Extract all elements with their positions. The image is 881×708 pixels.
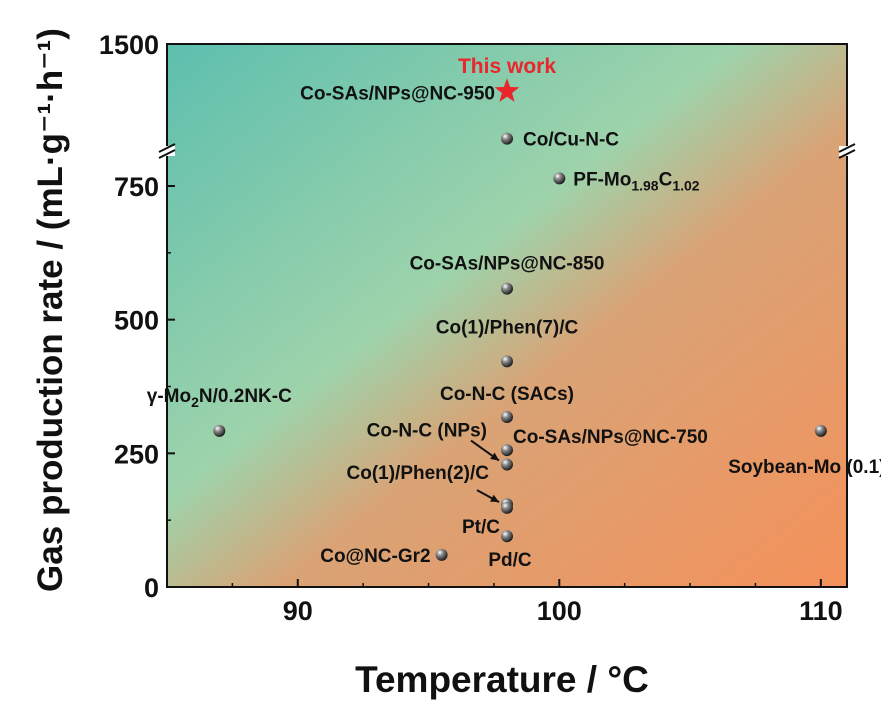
break-slash bbox=[158, 149, 176, 159]
arrow-head bbox=[490, 452, 499, 461]
x-axis-title: Temperature / °C bbox=[355, 659, 649, 700]
break-gap bbox=[839, 146, 855, 156]
data-point bbox=[501, 410, 513, 423]
y-tick-label: 0 bbox=[144, 573, 159, 603]
point-label: PF-Mo1.98C1.02 bbox=[573, 169, 699, 193]
break-slash bbox=[838, 143, 856, 153]
y-tick-label: 750 bbox=[114, 172, 159, 202]
x-tick-label: 100 bbox=[537, 596, 582, 626]
point-label: Co-SAs/NPs@NC-950 bbox=[300, 83, 495, 104]
point-label: Co/Cu-N-C bbox=[523, 130, 619, 151]
data-point bbox=[553, 172, 566, 185]
y-tick-label: 500 bbox=[114, 306, 159, 336]
point-label: Pt/C bbox=[462, 517, 500, 538]
point-label: Co-SAs/NPs@NC-850 bbox=[410, 254, 605, 275]
axis-break-marks bbox=[158, 143, 856, 159]
x-tick-label: 90 bbox=[283, 596, 313, 626]
data-point bbox=[814, 424, 827, 437]
data-point bbox=[501, 282, 513, 295]
point-label: Soybean-Mo (0.1) bbox=[728, 457, 881, 478]
y-axis-title: Gas production rate / (mL·g⁻¹·h⁻¹) bbox=[31, 28, 70, 592]
y-tick-label: 250 bbox=[114, 439, 159, 469]
point-label: γ-Mo2N/0.2NK-C bbox=[147, 386, 292, 410]
x-tick-label: 110 bbox=[799, 596, 843, 626]
point-label: Co-SAs/NPs@NC-750 bbox=[513, 427, 708, 448]
data-point bbox=[501, 132, 513, 145]
point-label: Co@NC-Gr2 bbox=[320, 546, 430, 567]
break-slash bbox=[838, 149, 856, 159]
y-tick-label: 1500 bbox=[99, 30, 159, 60]
break-gap bbox=[159, 146, 175, 156]
data-points bbox=[213, 78, 827, 561]
point-labels: Co-SAs/NPs@NC-950 Co/Cu-N-C PF-Mo1.98C1.02… bbox=[147, 83, 881, 571]
highlight-label: This work bbox=[458, 55, 556, 78]
data-point bbox=[501, 501, 513, 514]
break-slash bbox=[158, 143, 176, 153]
data-point bbox=[501, 444, 513, 457]
data-point bbox=[435, 548, 448, 561]
data-point bbox=[501, 530, 513, 543]
label-arrows bbox=[470, 439, 500, 504]
data-point bbox=[213, 424, 226, 437]
point-label: Pd/C bbox=[488, 550, 532, 571]
point-label: Co(1)/Phen(7)/C bbox=[436, 317, 579, 338]
data-point bbox=[501, 355, 513, 368]
point-label: Co-N-C (SACs) bbox=[440, 384, 574, 405]
point-label: Co-N-C (NPs) bbox=[367, 421, 487, 442]
tick-marks bbox=[167, 43, 822, 588]
point-label: Co(1)/Phen(2)/C bbox=[347, 463, 490, 484]
star-point bbox=[494, 78, 520, 102]
arrow-head bbox=[490, 494, 499, 503]
data-point bbox=[501, 458, 513, 471]
tick-labels: 90 100 110 0 250 500 750 1500 bbox=[99, 30, 843, 626]
